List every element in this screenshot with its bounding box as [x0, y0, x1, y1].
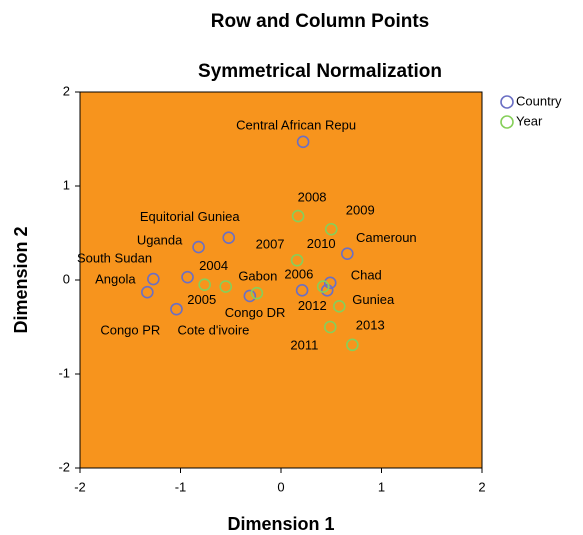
point-label: Congo PR: [100, 323, 160, 338]
point-label: 2008: [298, 190, 327, 205]
legend-label: Year: [516, 113, 543, 128]
x-axis-label: Dimension 1: [227, 514, 334, 534]
point: [222, 231, 236, 244]
point: [291, 209, 305, 223]
point: [324, 222, 338, 236]
point: [295, 284, 309, 297]
point-label: Congo DR: [225, 305, 286, 320]
point-label: Angola: [95, 271, 136, 286]
point-label: 2010: [307, 236, 336, 251]
point: [141, 285, 154, 299]
point-label: 2011: [290, 337, 318, 352]
point-label: 2013: [356, 317, 385, 332]
point-label: 2009: [346, 203, 375, 218]
point: [296, 135, 310, 149]
x-tick-label: -1: [175, 479, 187, 494]
point: [192, 240, 205, 254]
point-label: Uganda: [137, 233, 183, 248]
point-label: Central African Repu: [236, 117, 356, 132]
point-label: Gabon: [238, 268, 277, 283]
x-tick-label: -2: [74, 479, 86, 494]
point: [250, 286, 264, 300]
point-label: Cameroun: [356, 230, 417, 245]
point: [243, 289, 257, 303]
y-tick-label: -1: [58, 365, 70, 380]
point-label: 2005: [187, 292, 216, 307]
point-label: Cote d'ivoire: [178, 323, 250, 338]
point-label: Guniea: [352, 292, 395, 307]
point: [198, 278, 211, 292]
point: [147, 272, 160, 286]
y-tick-label: 2: [63, 83, 70, 98]
chart-title: Row and Column Points: [211, 11, 430, 32]
point: [332, 300, 346, 313]
point: [316, 280, 330, 293]
legend-marker: [500, 115, 514, 129]
point-label: Equitorial Guniea: [140, 209, 240, 224]
point-label: 2004: [199, 258, 228, 273]
point: [341, 247, 354, 260]
y-tick-label: 1: [63, 177, 70, 192]
point: [219, 280, 233, 293]
point-label: Chad: [351, 267, 382, 282]
x-tick-label: 2: [478, 479, 485, 494]
y-axis-label: Dimension 2: [11, 226, 31, 333]
point: [290, 253, 304, 267]
point: [346, 338, 359, 352]
legend-marker: [500, 95, 514, 109]
plot-area: [79, 91, 483, 469]
y-tick-label: 0: [63, 271, 70, 286]
point-label: South Sudan: [77, 251, 152, 266]
x-tick-label: 0: [277, 479, 284, 494]
chart-subtitle: Symmetrical Normalization: [198, 61, 442, 82]
y-tick-label: -2: [58, 459, 70, 474]
legend-label: Country: [516, 93, 562, 108]
point-label: 2007: [256, 237, 285, 252]
x-tick-label: 1: [378, 479, 385, 494]
point: [323, 276, 337, 290]
point: [320, 284, 334, 297]
point: [181, 270, 194, 284]
point-label: 2012: [298, 298, 327, 313]
point: [323, 320, 337, 334]
point-label: 2006: [284, 267, 313, 282]
point: [170, 302, 183, 316]
